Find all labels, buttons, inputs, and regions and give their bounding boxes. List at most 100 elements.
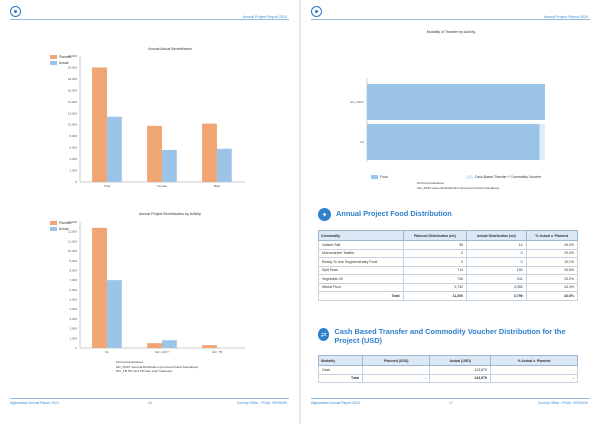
bar-actual [106, 116, 122, 182]
table-row: Iodised Salt 55 14 26.0% [318, 240, 579, 250]
food-distribution-table: Commodity Planned Distribution (mt) Actual… [318, 230, 579, 301]
table-cell: 11,300 [402, 291, 468, 301]
report-page-right: Annual Project Report 2024 Modality of T… [301, 0, 600, 424]
table-cell: 14 [466, 240, 527, 250]
cash-section-title: Cash Based Transfer and Commodity Vouche… [334, 327, 566, 345]
actual-swatch [50, 61, 57, 65]
y-tick-label: 6,000 [69, 288, 77, 292]
note-line: GD_ASST General Distribution (Food and C… [116, 364, 199, 369]
cbt-swatch [465, 175, 473, 179]
y-tick-label: FA [360, 140, 364, 144]
table-cell: 34.3% [525, 282, 579, 292]
table-cell: 0 [466, 248, 527, 258]
x-tick-label: GD_ASST [155, 350, 169, 354]
footer-rule [311, 398, 590, 399]
table-row: Cash -143,879- [317, 365, 578, 375]
table-cell: 714 [402, 265, 468, 275]
table-header-row: Modality Planned (USD) Actual (USD)% Actua… [317, 355, 578, 366]
cash-section-heading: ⇄ Cash Based Transfer and Commodity Vouc… [318, 327, 580, 345]
legend-actual: Actual [59, 227, 69, 231]
table-cell: - [362, 373, 431, 383]
chart3-legend: Food Cash-Based Transfer + Commodity Vou… [371, 174, 541, 180]
table-total-row: Total -143,879- [317, 373, 578, 383]
y-tick-label: 8,000 [69, 134, 77, 138]
food-section-title: Annual Project Food Distribution [336, 209, 452, 219]
table-cell: - [362, 365, 431, 375]
table-cell: Vegetable Oil [318, 274, 404, 284]
x-tick-label: Female [157, 184, 167, 188]
table-cell: 33.6% [525, 291, 579, 301]
note-line: FA Food Assistance [417, 181, 445, 185]
y-tick-label: 1,000 [69, 336, 77, 340]
column-header: Actual (USD) [429, 355, 491, 366]
table-cell: 143,879 [429, 373, 491, 383]
table-cell: - [490, 373, 578, 383]
y-tick-label: 5,000 [69, 298, 77, 302]
page-number: 17 [449, 401, 453, 405]
y-tick-label: 3,000 [69, 317, 77, 321]
page-number: 16 [148, 401, 152, 405]
bar-planned [147, 343, 162, 348]
y-tick-label: 14,000 [68, 100, 78, 104]
y-tick-label: 0 [75, 346, 77, 350]
bar-actual [216, 148, 232, 182]
chart2-title: Annual Project Beneficiaries by Activity [139, 212, 201, 216]
chart3-title: Modality of Transfer by Activity [426, 30, 476, 34]
food-distribution-icon: ✦ [318, 208, 331, 221]
table-cell: Iodised Salt [318, 240, 404, 250]
table-total-row: Total 11,300 3,799 33.6% [318, 291, 579, 301]
chart1-title: Annual Actual Beneficiaries [148, 47, 192, 51]
footer-rule [10, 398, 289, 399]
bar-actual [161, 149, 177, 182]
bar-segment [367, 84, 545, 120]
food-section-heading: ✦ Annual Project Food Distribution [318, 208, 452, 221]
table-row: Wheat Flour 9,792 3,355 34.3% [318, 282, 579, 292]
legend-actual: Actual [59, 61, 69, 65]
y-tick-label: 4,000 [69, 307, 77, 311]
bar-actual [161, 340, 177, 348]
y-tick-label: 7,000 [69, 278, 77, 282]
table-cell: 0 [402, 248, 468, 258]
column-header: Modality [317, 355, 364, 366]
note-line: HIV_TB HIV and TB Care and Treatment [116, 369, 172, 374]
modality-chart: GD_ASST FA [350, 78, 545, 162]
table-cell: 190 [466, 265, 527, 275]
y-tick-label: 0 [75, 180, 77, 184]
legend-planned: Planned [59, 55, 72, 59]
table-cell: Total [318, 291, 404, 301]
footer-right: Country Office - FINAL VERSION [236, 401, 287, 405]
x-tick-label: HIV_TB [212, 350, 223, 354]
table-header-row: Commodity Planned Distribution (mt) Actual… [318, 230, 579, 241]
legend-food: Food [380, 175, 388, 179]
bar-planned [147, 125, 162, 182]
bar-planned [92, 67, 107, 182]
table-cell: Micronutrient Tablets [318, 248, 404, 258]
y-tick-label: GD_ASST [350, 100, 364, 104]
y-tick-label: 2,000 [69, 327, 77, 331]
table-row: Split Peas 714 190 26.6% [318, 265, 579, 275]
y-tick-label: 11,000 [68, 239, 77, 243]
column-header: % Actual v. Planned [490, 355, 578, 366]
y-tick-label: 8,000 [69, 268, 77, 272]
y-tick-label: 6,000 [69, 146, 77, 150]
legend-cbt: Cash-Based Transfer + Commodity Voucher [474, 175, 542, 179]
header-title: Annual Project Report 2024 [543, 15, 588, 19]
chart2-legend: Planned Actual [50, 220, 71, 232]
food-swatch [371, 175, 378, 179]
column-header: % Actual v. Planned [525, 230, 579, 241]
header-rule [311, 19, 590, 20]
y-tick-label: 10,000 [68, 123, 78, 127]
chart1-legend: Planned Actual [50, 54, 71, 66]
y-tick-label: 12,000 [68, 111, 78, 115]
table-cell: 29.0% [525, 248, 579, 258]
y-tick-label: 2,000 [69, 169, 77, 173]
table-cell: 3,799 [466, 291, 527, 301]
x-tick-label: Total [104, 184, 111, 188]
y-tick-label: 9,000 [69, 259, 77, 263]
column-header: Planned Distribution (mt) [402, 230, 468, 241]
wfp-logo-icon [311, 6, 322, 17]
wfp-logo-icon [10, 6, 21, 17]
note-line: FA Food Assistance [116, 360, 144, 364]
table-cell: 0 [466, 257, 527, 267]
column-header: Planned (USD) [362, 355, 431, 366]
